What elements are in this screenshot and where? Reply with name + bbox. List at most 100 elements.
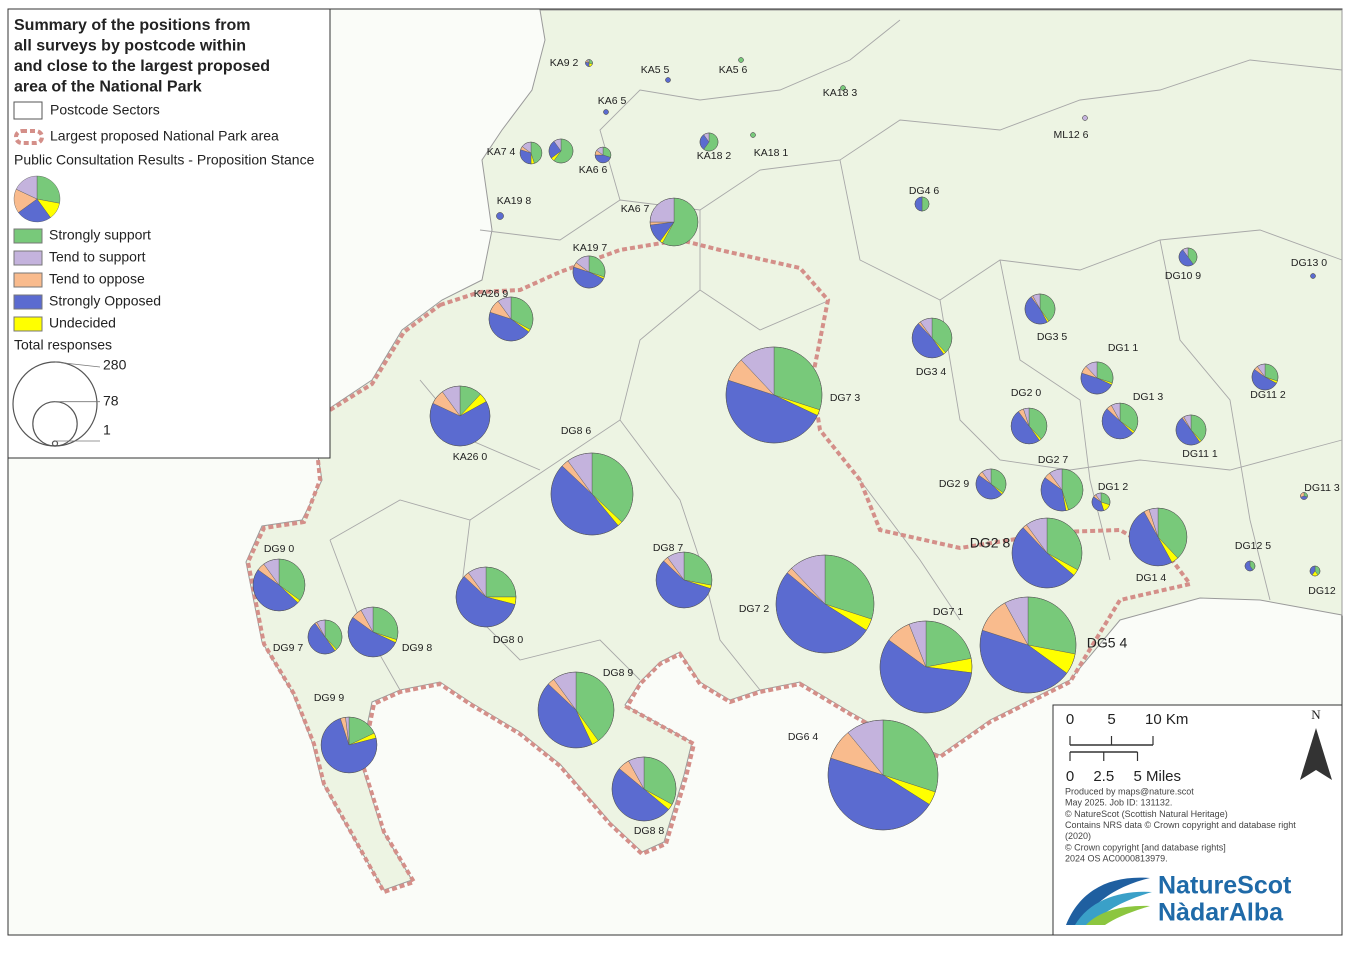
sector-label: DG9 7	[273, 642, 304, 654]
legend-stance-heading: Public Consultation Results - Propositio…	[14, 152, 315, 168]
sector-label: KA5 5	[641, 64, 670, 76]
pie-outline	[1080, 361, 1114, 395]
credit-line: May 2025. Job ID: 131132.	[1065, 798, 1172, 808]
sector-label: DG2 0	[1011, 387, 1042, 399]
sector-label: DG8 6	[561, 425, 592, 437]
legend-title: all surveys by postcode within	[14, 38, 246, 55]
legend-swatch	[13, 294, 43, 310]
pie-outline	[914, 196, 930, 212]
sector-label: DG7 1	[933, 606, 964, 618]
pie-outline	[775, 554, 875, 654]
sector-label: KA6 5	[598, 95, 627, 107]
legend-category: Tend to oppose	[49, 271, 145, 287]
sector-label: DG1 4	[1136, 572, 1167, 584]
sector-label: KA7 4	[487, 146, 516, 158]
pie-outline	[1010, 407, 1048, 445]
legend-size-label: 78	[103, 392, 119, 408]
sector-label: DG10 9	[1165, 270, 1201, 282]
logo-text: NatureScot	[1158, 872, 1292, 900]
sector-label: DG12	[1308, 585, 1336, 597]
pie-outline	[1128, 507, 1188, 567]
sector-label: DG8 9	[603, 667, 634, 679]
scale-label: 0	[1066, 711, 1074, 728]
sector-label: KA26 0	[453, 451, 488, 463]
legend-swatch	[13, 250, 43, 266]
legend-swatch	[13, 272, 43, 288]
pie-outline	[655, 551, 713, 609]
legend-sector-swatch	[13, 101, 43, 120]
credit-line: © NatureScot (Scottish Natural Heritage)	[1065, 809, 1228, 819]
legend-pie-sample	[36, 175, 61, 204]
sector-label: DG2 7	[1038, 454, 1069, 466]
legend-pie-sample	[18, 198, 51, 223]
pie-outline	[1300, 492, 1308, 500]
sector-label: DG3 4	[916, 366, 947, 378]
sector-label: KA5 6	[719, 64, 748, 76]
sector-label: DG6 4	[788, 731, 819, 743]
sector-label: KA19 8	[497, 195, 532, 207]
sector-label: DG2 9	[939, 478, 970, 490]
pie-outline	[496, 212, 504, 220]
sector-label: DG8 0	[493, 634, 524, 646]
pie-outline	[979, 596, 1077, 694]
pie-outline	[649, 197, 699, 247]
pie-outline	[911, 317, 953, 359]
pie-outline	[1178, 247, 1198, 267]
credit-line: (2020)	[1065, 831, 1091, 841]
legend-sector-label: Postcode Sectors	[50, 102, 160, 118]
legend-category: Undecided	[49, 315, 116, 331]
sector-label: ML12 6	[1053, 129, 1088, 141]
sector-label: KA26 9	[474, 288, 509, 300]
scale-label: 2.5	[1093, 768, 1114, 785]
legend-park-label: Largest proposed National Park area	[50, 128, 279, 144]
sector-label: DG4 6	[909, 185, 940, 197]
legend-swatch	[13, 228, 43, 244]
pie-outline	[665, 77, 671, 83]
pie-outline	[1101, 402, 1139, 440]
sector-label: DG1 1	[1108, 342, 1139, 354]
pie-outline	[699, 132, 719, 152]
pie-outline	[519, 141, 543, 165]
sector-label: KA9 2	[550, 57, 579, 69]
pie-outline	[455, 566, 517, 628]
pie-outline	[738, 57, 744, 63]
credit-line: Contains NRS data © Crown copyright and …	[1065, 820, 1296, 830]
pie-outline	[429, 385, 491, 447]
pie-outline	[1309, 565, 1321, 577]
sector-label: DG1 2	[1098, 481, 1129, 493]
pie-outline	[1091, 492, 1111, 512]
pie-outline	[1244, 560, 1256, 572]
pie-outline	[1011, 517, 1083, 589]
credit-line: 2024 OS AC0000813979.	[1065, 854, 1168, 864]
pie-outline	[307, 619, 343, 655]
north-arrow	[1300, 728, 1332, 780]
logo-text: NàdarAlba	[1158, 899, 1284, 927]
pie-outline	[725, 346, 823, 444]
scale-label: 5 Miles	[1134, 768, 1182, 785]
pie-outline	[827, 719, 939, 831]
sector-label: KA18 3	[823, 87, 858, 99]
north-label: N	[1311, 707, 1321, 722]
sector-label: DG5 4	[1087, 635, 1128, 651]
pie-outline	[585, 59, 593, 67]
pie-outline	[1175, 414, 1207, 446]
legend-pie-sample	[15, 175, 38, 200]
park-boundary	[245, 237, 1194, 895]
legend-size-leader	[54, 361, 101, 368]
pie-outline	[1024, 293, 1056, 325]
pie-outline	[603, 109, 609, 115]
pies	[252, 57, 1321, 831]
legend-box	[7, 8, 331, 459]
scale-label: 5	[1107, 711, 1115, 728]
sector-label: DG1 3	[1133, 391, 1164, 403]
sector-label: KA6 7	[621, 203, 650, 215]
pie-outline	[252, 558, 306, 612]
sector-label: DG12 5	[1235, 540, 1271, 552]
sector-label: DG13 0	[1291, 257, 1327, 269]
legend-size-label: 1	[103, 422, 111, 438]
scale-label: 0	[1066, 768, 1074, 785]
legend-swatch	[13, 316, 43, 332]
sector-label: DG2 8	[970, 535, 1011, 551]
legend-category: Tend to support	[49, 249, 146, 265]
